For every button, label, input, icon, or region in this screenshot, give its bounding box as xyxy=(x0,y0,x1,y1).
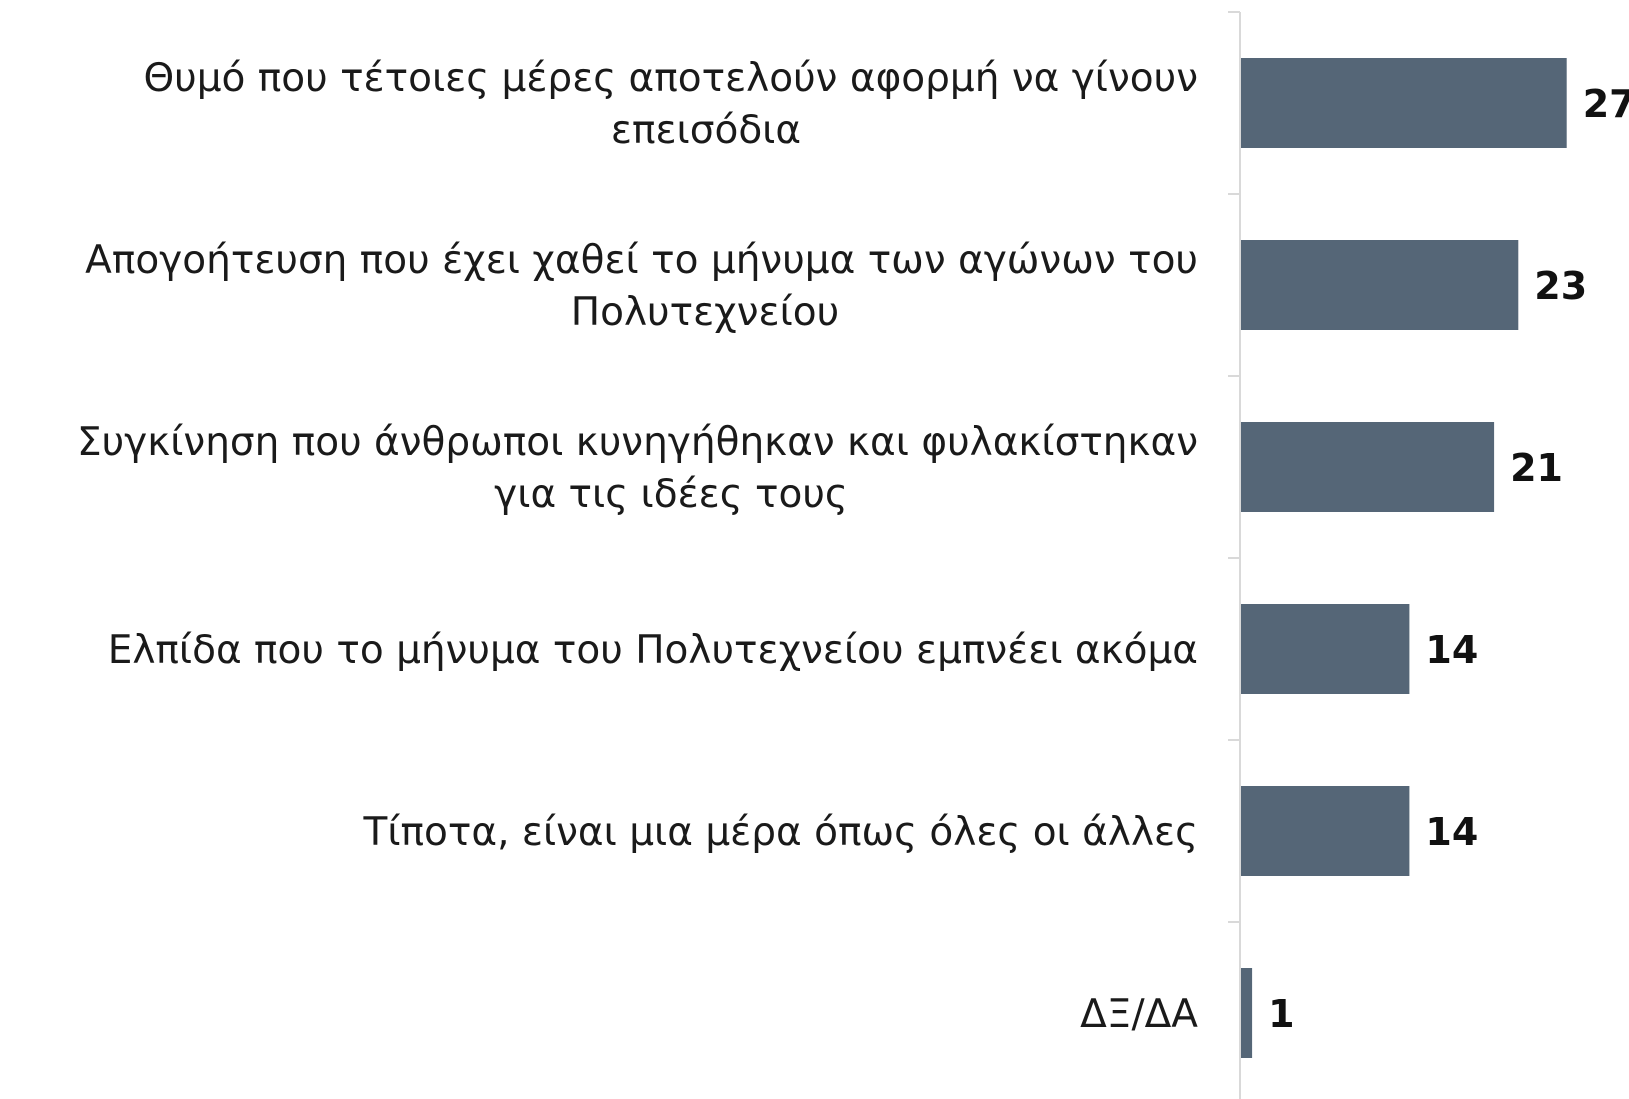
data-label: 14 xyxy=(1425,810,1478,854)
category-label: Θυμό που τέτοιες μέρες αποτελούν αφορμή … xyxy=(143,56,1198,153)
category-label-line: Πολυτεχνείου xyxy=(571,290,839,335)
bar xyxy=(1240,604,1410,694)
category-label: Τίποτα, είναι μια μέρα όπως όλες οι άλλε… xyxy=(363,810,1198,855)
category-label-line: ΔΞ/ΔΑ xyxy=(1080,992,1198,1037)
category-label-line: Τίποτα, είναι μια μέρα όπως όλες οι άλλε… xyxy=(363,810,1198,855)
category-label: Ελπίδα που το μήνυμα του Πολυτεχνείου εμ… xyxy=(108,628,1198,673)
category-labels: Θυμό που τέτοιες μέρες αποτελούν αφορμή … xyxy=(77,56,1198,1037)
value-labels: 27 23 21 14 14 1 xyxy=(1268,82,1629,1036)
category-label: Συγκίνηση που άνθρωποι κυνηγήθηκαν και φ… xyxy=(77,420,1198,517)
bar xyxy=(1240,786,1410,876)
category-label-line: Ελπίδα που το μήνυμα του Πολυτεχνείου εμ… xyxy=(108,628,1198,673)
category-label-line: επεισόδια xyxy=(611,108,801,153)
category-label-line: Συγκίνηση που άνθρωποι κυνηγήθηκαν και φ… xyxy=(77,420,1198,465)
data-label: 21 xyxy=(1510,446,1563,490)
data-label: 27 xyxy=(1583,82,1629,126)
bar xyxy=(1240,240,1519,330)
bars xyxy=(1240,58,1567,1058)
category-label-line: για τις ιδέες τους xyxy=(494,472,848,517)
bar xyxy=(1240,58,1567,148)
data-label: 14 xyxy=(1425,628,1478,672)
data-label: 23 xyxy=(1534,264,1587,308)
category-label: ΔΞ/ΔΑ xyxy=(1080,992,1198,1037)
bar xyxy=(1240,422,1495,512)
category-axis xyxy=(1228,11,1241,1099)
category-label-line: Θυμό που τέτοιες μέρες αποτελούν αφορμή … xyxy=(143,56,1198,101)
bar xyxy=(1240,968,1253,1058)
data-label: 1 xyxy=(1268,992,1294,1036)
category-label-line: Απογοήτευση που έχει χαθεί το μήνυμα των… xyxy=(85,238,1198,283)
category-label: Απογοήτευση που έχει χαθεί το μήνυμα των… xyxy=(85,238,1198,335)
